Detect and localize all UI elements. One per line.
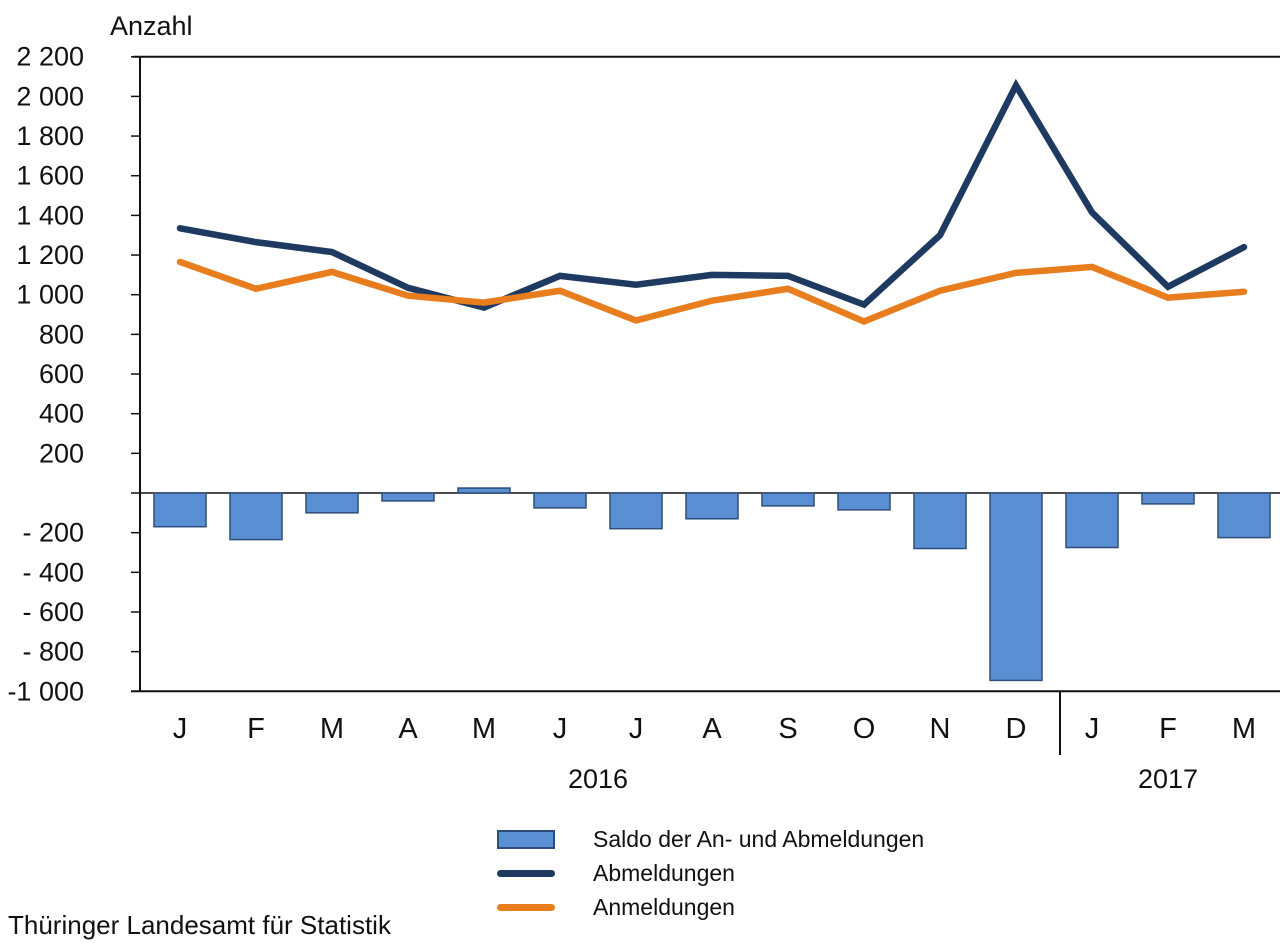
month-label: J — [553, 713, 568, 745]
line-anmeldungen — [176, 258, 1248, 325]
month-label: J — [173, 713, 188, 745]
bar-saldo-A-3 — [381, 492, 435, 502]
month-label: F — [247, 713, 265, 745]
bar-saldo-J-5 — [533, 492, 587, 509]
y-tick-label: 1 400 — [16, 200, 84, 230]
month-label: A — [398, 713, 418, 745]
saldo-bar-swatch-icon — [497, 829, 555, 849]
bar-saldo-M-14 — [1217, 492, 1271, 539]
y-tick-label: - 600 — [22, 597, 84, 627]
month-label: J — [1085, 713, 1100, 745]
bar-saldo-N-10 — [913, 492, 967, 550]
y-tick-label: 1 200 — [16, 240, 84, 270]
bar-saldo-F-13 — [1141, 492, 1195, 505]
bar-saldo-M-4 — [457, 487, 511, 494]
legend-label-anmeldungen: Anmeldungen — [593, 893, 735, 920]
bar-saldo-D-11 — [989, 492, 1043, 682]
anmeldungen-line-swatch-icon — [497, 903, 555, 911]
legend-item-anmeldungen: Anmeldungen — [497, 890, 924, 924]
y-tick-label: 2 200 — [16, 42, 84, 72]
y-tick-label: 1 800 — [16, 121, 84, 151]
y-tick-label: 2 000 — [16, 81, 84, 111]
year-label: 2017 — [1138, 764, 1198, 794]
y-tick-label: -1 000 — [7, 676, 84, 706]
bar-saldo-S-8 — [761, 492, 815, 507]
legend-label-abmeldungen: Abmeldungen — [593, 859, 735, 886]
y-tick-label: - 400 — [22, 557, 84, 587]
bar-saldo-O-9 — [837, 492, 891, 511]
y-tick-label: 800 — [39, 319, 84, 349]
bar-saldo-M-2 — [305, 492, 359, 514]
y-tick-label: 1 600 — [16, 161, 84, 191]
abmeldungen-line-swatch-icon — [497, 869, 555, 877]
bar-saldo-A-7 — [685, 492, 739, 520]
month-label: M — [472, 713, 496, 745]
month-label: D — [1006, 713, 1027, 745]
source-text: Thüringer Landesamt für Statistik — [8, 910, 391, 940]
bar-saldo-J-6 — [609, 492, 663, 530]
month-label: S — [778, 713, 797, 745]
year-label: 2016 — [568, 764, 628, 794]
y-tick-label: - 800 — [22, 637, 84, 667]
legend: Saldo der An- und Abmeldungen Abmeldunge… — [497, 822, 924, 924]
month-label: N — [930, 713, 951, 745]
bar-saldo-F-1 — [229, 492, 283, 541]
line-abmeldungen — [176, 78, 1248, 312]
legend-item-saldo: Saldo der An- und Abmeldungen — [497, 822, 924, 856]
bar-saldo-J-12 — [1065, 492, 1119, 549]
legend-label-saldo: Saldo der An- und Abmeldungen — [593, 825, 925, 852]
month-label: O — [853, 713, 876, 745]
y-tick-label: 600 — [39, 359, 84, 389]
month-label: A — [702, 713, 722, 745]
y-tick-label: - 200 — [22, 518, 84, 548]
y-tick-label: 400 — [39, 399, 84, 429]
month-label: F — [1159, 713, 1177, 745]
month-label: M — [320, 713, 344, 745]
bar-saldo-J-0 — [153, 492, 207, 528]
legend-item-abmeldungen: Abmeldungen — [497, 856, 924, 890]
y-tick-label: 200 — [39, 438, 84, 468]
month-label: M — [1232, 713, 1256, 745]
y-axis-title: Anzahl — [110, 11, 193, 41]
y-tick-label: 1 000 — [16, 280, 84, 310]
month-label: J — [629, 713, 644, 745]
